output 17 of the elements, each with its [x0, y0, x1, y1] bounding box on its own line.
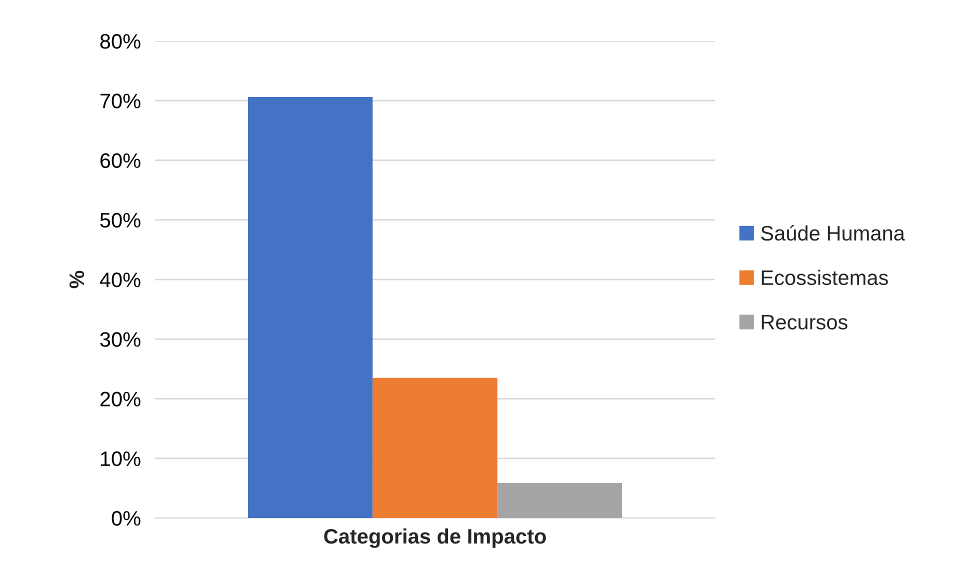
- legend-label: Recursos: [762, 314, 848, 330]
- y-tick-label: 20%: [100, 392, 140, 407]
- x-axis-title: Categorias de Impacto: [324, 528, 546, 548]
- bar: [497, 482, 622, 518]
- y-tick-label: 50%: [100, 212, 140, 228]
- y-axis-title: %: [69, 270, 84, 288]
- bar: [372, 378, 498, 518]
- legend-label: Saúde Humana: [761, 225, 905, 241]
- y-tick-label: 60%: [100, 153, 140, 168]
- y-tick-label: 0%: [112, 511, 140, 526]
- legend-label: Ecossistemas: [762, 270, 888, 286]
- bar: [248, 97, 373, 518]
- y-tick-label: 80%: [100, 34, 140, 49]
- y-tick-label: 40%: [100, 272, 140, 288]
- y-tick-label: 70%: [100, 94, 140, 108]
- y-tick-label: 30%: [100, 332, 140, 347]
- y-tick-label: 10%: [101, 451, 140, 466]
